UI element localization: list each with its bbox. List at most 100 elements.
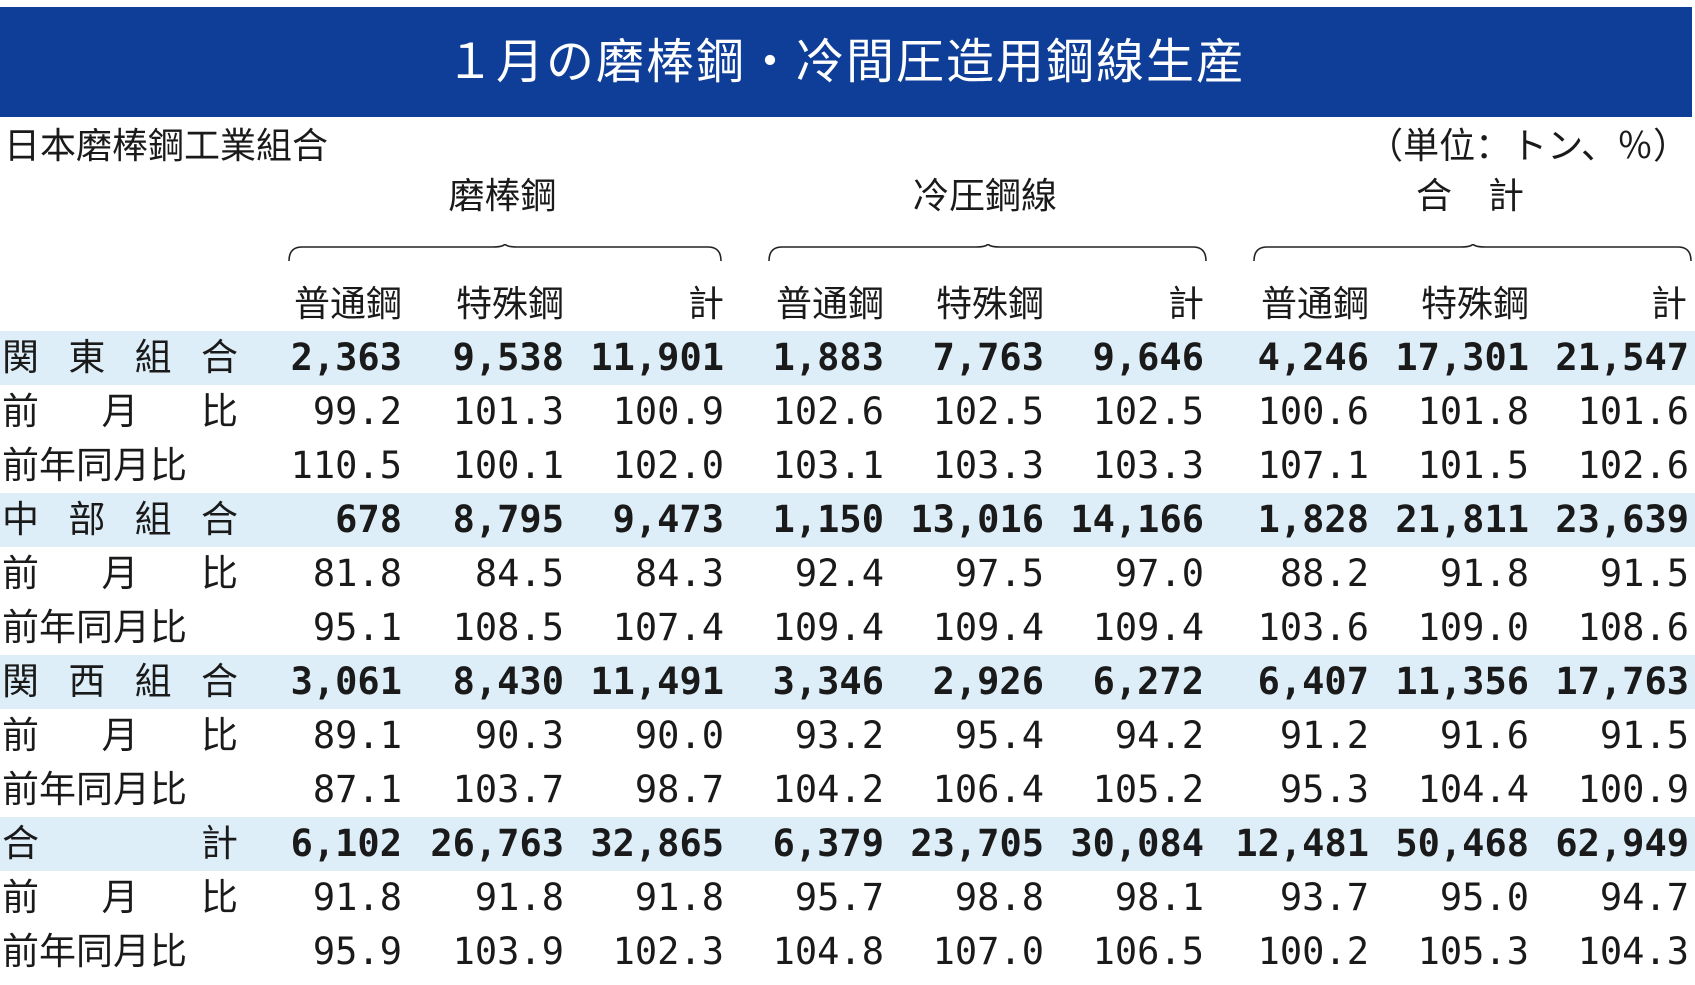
table-cell: 87.1 (312, 768, 402, 811)
table-row-ratio: 前年同月比 95.9 103.9 102.3 104.8 107.0 106.5 100.2 1… (0, 925, 1695, 979)
row-label: 関東組合 (2, 331, 238, 385)
table-cell: 103.3 (932, 444, 1044, 487)
table-cell: 93.7 (1279, 876, 1369, 919)
row-label-char: 合 (2, 822, 39, 865)
table-cell: 109.4 (1092, 606, 1204, 649)
group-label-polished-bar: 磨棒鋼 (448, 176, 557, 217)
table-cell: 9,646 (1092, 336, 1204, 379)
table-cell: 678 (335, 498, 402, 541)
row-label: 前年同月比 (2, 606, 187, 649)
table-cell: 2,926 (932, 660, 1044, 703)
row-label: 前月比 (2, 871, 238, 925)
row-label: 前月比 (2, 547, 238, 601)
table-cell: 108.5 (452, 606, 564, 649)
table-cell: 92.4 (794, 552, 884, 595)
table-cell: 91.5 (1599, 552, 1689, 595)
row-label-char: 組 (134, 336, 172, 379)
table-cell: 11,901 (590, 336, 724, 379)
table-cell: 100.1 (452, 444, 564, 487)
table-cell: 1,150 (772, 498, 884, 541)
col-head-4: 普通鋼 (775, 284, 884, 325)
col-head-3: 計 (687, 284, 724, 325)
table-cell: 98.7 (634, 768, 724, 811)
table-cell: 21,811 (1395, 498, 1529, 541)
table-cell: 103.3 (1092, 444, 1204, 487)
col-head-1: 普通鋼 (293, 284, 402, 325)
table-row-main: 関西組合 3,061 8,430 11,491 3,346 2,926 6,272 6,407… (0, 655, 1695, 709)
table-cell: 23,639 (1555, 498, 1689, 541)
row-label-char: 関 (2, 336, 39, 379)
table-cell: 23,705 (910, 822, 1044, 865)
table-cell: 103.9 (452, 930, 564, 973)
table-row-main: 合計 6,102 26,763 32,865 6,379 23,705 30,084 12,4… (0, 817, 1695, 871)
table-cell: 105.3 (1417, 930, 1529, 973)
table-cell: 91.5 (1599, 714, 1689, 757)
brace-total (1253, 244, 1693, 262)
row-label: 前年同月比 (2, 930, 187, 973)
table-cell: 21,547 (1555, 336, 1689, 379)
table-cell: 95.1 (312, 606, 402, 649)
table-cell: 91.8 (1439, 552, 1529, 595)
table-cell: 6,272 (1092, 660, 1204, 703)
table-cell: 100.2 (1257, 930, 1369, 973)
table-cell: 108.6 (1577, 606, 1689, 649)
table-row-ratio: 前年同月比 87.1 103.7 98.7 104.2 106.4 105.2 95.3 104… (0, 763, 1695, 817)
brace-polished-bar (288, 244, 723, 262)
table-cell: 103.6 (1257, 606, 1369, 649)
col-head-5: 特殊鋼 (935, 284, 1044, 325)
title-banner (0, 7, 1692, 117)
table-cell: 50,468 (1395, 822, 1529, 865)
table-cell: 95.7 (794, 876, 884, 919)
table-cell: 30,084 (1070, 822, 1204, 865)
table-cell: 98.1 (1114, 876, 1204, 919)
table-cell: 13,016 (910, 498, 1044, 541)
table-cell: 104.4 (1417, 768, 1529, 811)
table-cell: 26,763 (430, 822, 564, 865)
table-cell: 2,363 (290, 336, 402, 379)
table-cell: 102.0 (612, 444, 724, 487)
table-cell: 91.8 (634, 876, 724, 919)
table-cell: 8,795 (452, 498, 564, 541)
row-label: 中部組合 (2, 493, 238, 547)
table-cell: 109.0 (1417, 606, 1529, 649)
table-cell: 1,828 (1257, 498, 1369, 541)
row-label-char: 比 (201, 714, 238, 757)
row-label-char: 前 (2, 552, 39, 595)
table-cell: 17,301 (1395, 336, 1529, 379)
table-cell: 104.3 (1577, 930, 1689, 973)
source-label: 日本磨棒鋼工業組合 (4, 126, 329, 167)
group-label-cold-heading-wire: 冷圧鋼線 (912, 176, 1057, 217)
table-cell: 102.5 (1092, 390, 1204, 433)
table-cell: 14,166 (1070, 498, 1204, 541)
table-cell: 91.6 (1439, 714, 1529, 757)
table-cell: 106.4 (932, 768, 1044, 811)
table-cell: 102.3 (612, 930, 724, 973)
table-cell: 62,949 (1555, 822, 1689, 865)
table-cell: 32,865 (590, 822, 724, 865)
table-cell: 102.5 (932, 390, 1044, 433)
table-cell: 101.6 (1577, 390, 1689, 433)
row-label-char: 部 (68, 498, 106, 541)
table-cell: 3,061 (290, 660, 402, 703)
row-label-char: 比 (201, 552, 238, 595)
table-cell: 17,763 (1555, 660, 1689, 703)
table-cell: 103.1 (772, 444, 884, 487)
col-head-6: 計 (1167, 284, 1204, 325)
table-cell: 97.5 (954, 552, 1044, 595)
table-cell: 107.1 (1257, 444, 1369, 487)
table-row-ratio: 前 月 比 99.2 101.3 100.9 102.6 102.5 102.5 100.6 101… (0, 385, 1695, 439)
row-label-char: 比 (201, 876, 238, 919)
row-label-char: 前 (2, 876, 39, 919)
table-cell: 7,763 (932, 336, 1044, 379)
table-cell: 95.3 (1279, 768, 1369, 811)
table-cell: 103.7 (452, 768, 564, 811)
table-cell: 8,430 (452, 660, 564, 703)
table-row-main: 関東組合 2,363 9,538 11,901 1,883 7,763 9,646 4,246… (0, 331, 1695, 385)
row-label: 前年同月比 (2, 768, 187, 811)
table-row-ratio: 前年同月比 95.1 108.5 107.4 109.4 109.4 109.4 103.6 1… (0, 601, 1695, 655)
table-cell: 109.4 (772, 606, 884, 649)
row-label-char: 中 (2, 498, 39, 541)
row-label: 関西組合 (2, 655, 238, 709)
unit-label: （単位：トン、％） (1367, 126, 1689, 167)
table-cell: 109.4 (932, 606, 1044, 649)
